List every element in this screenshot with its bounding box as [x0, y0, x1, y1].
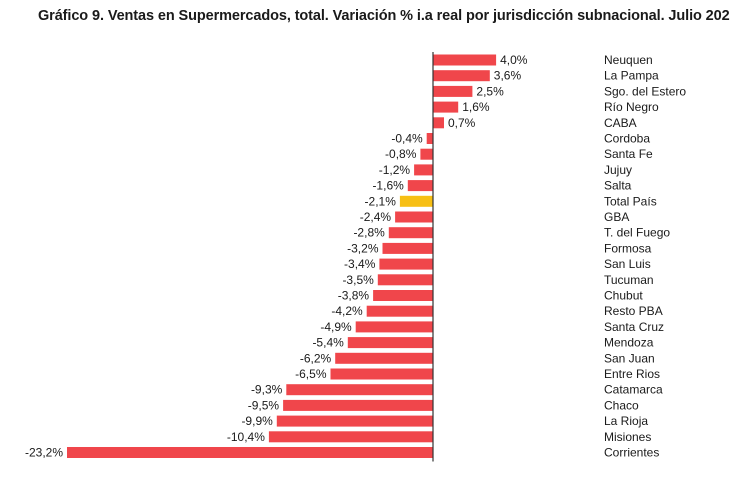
bar-t-del-fuego [388, 227, 433, 239]
category-label: Resto PBA [604, 304, 663, 318]
bar-jujuy [414, 164, 433, 176]
bar-corrientes [67, 447, 433, 458]
category-label: Santa Cruz [604, 320, 664, 334]
value-label: -23,2% [25, 446, 63, 460]
value-label: 1,6% [462, 100, 490, 114]
category-label: Misiones [604, 430, 651, 444]
category-label: La Rioja [604, 414, 648, 428]
value-label: -2,8% [353, 226, 385, 240]
category-label: Mendoza [604, 336, 654, 350]
category-label: CABA [604, 116, 637, 130]
bar-entre-rios [330, 368, 433, 380]
category-label: Río Negro [604, 100, 659, 114]
value-label: -0,4% [391, 132, 423, 146]
bar-neuquen [433, 54, 497, 66]
value-label: -3,8% [338, 289, 370, 303]
value-label: -9,9% [241, 414, 273, 428]
category-label: San Luis [604, 257, 651, 271]
value-label: -2,1% [365, 194, 397, 208]
value-label: -10,4% [227, 430, 265, 444]
value-label: -4,9% [320, 320, 352, 334]
bar-san-luis [379, 258, 433, 270]
bar-santa-fe [420, 148, 433, 160]
bar-santa-cruz [355, 321, 433, 333]
bar-catamarca [286, 384, 433, 396]
value-label: -1,2% [379, 163, 411, 177]
bar-salta [407, 180, 433, 192]
value-label: -3,4% [344, 257, 376, 271]
value-label: 4,0% [500, 53, 528, 67]
bar-caba [433, 117, 444, 129]
category-label: Tucuman [604, 273, 654, 287]
bar-total-pa-s [399, 195, 433, 207]
category-label: La Pampa [604, 69, 659, 83]
category-label: Cordoba [604, 132, 650, 146]
category-label: Formosa [604, 241, 652, 255]
bar-la-rioja [276, 415, 433, 427]
bar-la-pampa [433, 70, 490, 82]
category-label: Chubut [604, 289, 643, 303]
bar-r-o-negro [433, 101, 459, 113]
value-label: -6,2% [300, 351, 332, 365]
bar-tucuman [377, 274, 433, 286]
bar-chaco [283, 399, 433, 411]
category-label: Sgo. del Estero [604, 84, 686, 98]
category-label: Catamarca [604, 383, 663, 397]
bar-mendoza [347, 337, 433, 349]
value-label: -4,2% [331, 304, 363, 318]
category-label: Neuquen [604, 53, 653, 67]
value-label: 0,7% [448, 116, 476, 130]
value-label: -9,3% [251, 383, 283, 397]
bar-resto-pba [366, 305, 433, 317]
value-label: -0,8% [385, 147, 417, 161]
category-label: Chaco [604, 398, 639, 412]
value-label: 3,6% [494, 69, 522, 83]
bar-gba [395, 211, 433, 223]
chart-title: Gráfico 9. Ventas en Supermercados, tota… [38, 8, 730, 24]
category-label: San Juan [604, 351, 655, 365]
bar-misiones [268, 431, 433, 443]
value-label: -5,4% [312, 336, 344, 350]
category-label: T. del Fuego [604, 226, 670, 240]
value-label: -2,4% [360, 210, 392, 224]
bar-sgo-del-estero [433, 85, 473, 97]
value-label: 2,5% [476, 84, 504, 98]
value-label: -3,5% [342, 273, 374, 287]
bar-formosa [382, 242, 433, 254]
bar-san-juan [335, 352, 433, 364]
value-label: -9,5% [248, 398, 280, 412]
bar-cordoba [426, 133, 433, 144]
category-label: Total País [604, 194, 657, 208]
bar-chubut [373, 290, 433, 301]
value-label: -6,5% [295, 367, 327, 381]
category-label: Entre Rios [604, 367, 660, 381]
category-label: Santa Fe [604, 147, 653, 161]
category-label: Salta [604, 179, 632, 193]
value-label: -1,6% [372, 179, 404, 193]
category-label: Corrientes [604, 446, 659, 460]
category-label: Jujuy [604, 163, 632, 177]
category-label: GBA [604, 210, 629, 224]
value-label: -3,2% [347, 241, 379, 255]
